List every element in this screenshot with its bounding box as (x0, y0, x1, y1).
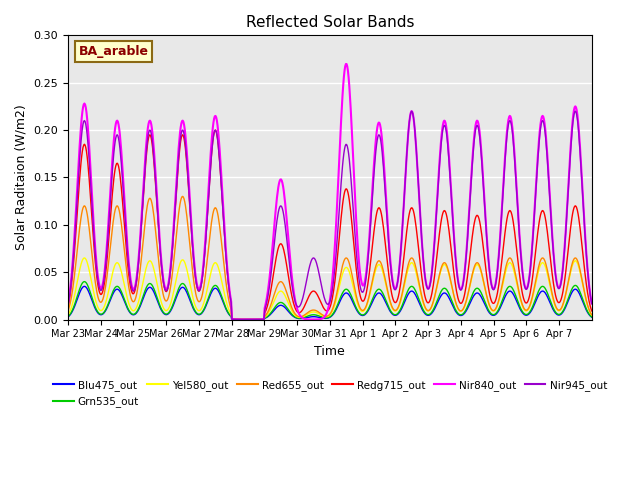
Nir945_out (588, 301, 596, 307)
Yel580_out (269, 301, 276, 307)
Redg715_out (125, 277, 133, 283)
Grn535_out (126, 309, 134, 315)
Y-axis label: Solar Raditaion (W/m2): Solar Raditaion (W/m2) (15, 105, 28, 250)
Yel580_out (385, 295, 393, 301)
Redg715_out (415, 243, 422, 249)
Grn535_out (249, 317, 257, 323)
Red655_out (245, 317, 253, 323)
Grn535_out (588, 314, 596, 320)
Line: Blu475_out: Blu475_out (68, 287, 592, 320)
Line: Red655_out: Red655_out (68, 196, 592, 320)
Redg715_out (249, 317, 257, 323)
Grn535_out (81, 279, 88, 285)
Yel580_out (249, 317, 257, 323)
Grn535_out (245, 317, 253, 323)
Red655_out (415, 276, 422, 282)
Blu475_out (81, 284, 88, 289)
Title: Reflected Solar Bands: Reflected Solar Bands (246, 15, 414, 30)
Red655_out (269, 296, 276, 302)
Blu475_out (385, 306, 393, 312)
Nir945_out (222, 250, 230, 256)
Grn535_out (269, 307, 276, 313)
Grn535_out (385, 305, 393, 311)
Blu475_out (588, 314, 596, 320)
Redg715_out (588, 308, 596, 314)
Redg715_out (385, 273, 393, 279)
Blu475_out (245, 317, 253, 323)
Nir945_out (572, 108, 579, 114)
Line: Nir840_out: Nir840_out (68, 64, 592, 320)
Red655_out (125, 288, 133, 294)
Nir945_out (244, 317, 252, 323)
Line: Grn535_out: Grn535_out (68, 282, 592, 320)
Nir840_out (342, 61, 349, 67)
Nir840_out (588, 300, 596, 306)
Red655_out (385, 294, 393, 300)
Nir840_out (222, 245, 230, 251)
Redg715_out (269, 275, 276, 281)
Yel580_out (588, 312, 596, 318)
Red655_out (223, 283, 230, 288)
Nir945_out (64, 301, 72, 307)
Yel580_out (223, 300, 230, 305)
Redg715_out (223, 259, 230, 265)
Yel580_out (64, 312, 72, 318)
Line: Redg715_out: Redg715_out (68, 130, 592, 320)
Nir840_out (415, 180, 422, 185)
Grn535_out (64, 314, 72, 320)
Nir840_out (244, 317, 252, 323)
Redg715_out (212, 127, 220, 133)
Red655_out (179, 193, 187, 199)
X-axis label: Time: Time (314, 345, 345, 358)
Yel580_out (415, 279, 422, 285)
Blu475_out (269, 309, 276, 314)
Text: BA_arable: BA_arable (79, 45, 148, 58)
Nir840_out (125, 267, 133, 273)
Redg715_out (245, 317, 253, 323)
Line: Yel580_out: Yel580_out (68, 258, 592, 320)
Nir840_out (248, 317, 256, 323)
Grn535_out (415, 295, 422, 300)
Nir945_out (268, 261, 276, 267)
Grn535_out (223, 306, 230, 312)
Nir840_out (385, 240, 393, 245)
Yel580_out (245, 317, 253, 323)
Line: Nir945_out: Nir945_out (68, 111, 592, 320)
Blu475_out (223, 307, 230, 313)
Blu475_out (64, 314, 72, 320)
Blu475_out (249, 317, 257, 323)
Blu475_out (415, 298, 422, 304)
Red655_out (588, 312, 596, 318)
Blu475_out (126, 310, 134, 316)
Nir945_out (248, 317, 256, 323)
Nir945_out (125, 271, 133, 276)
Nir945_out (385, 235, 392, 241)
Red655_out (64, 308, 72, 314)
Yel580_out (81, 255, 88, 261)
Nir840_out (268, 248, 276, 253)
Red655_out (249, 317, 257, 323)
Yel580_out (126, 304, 134, 310)
Redg715_out (64, 303, 72, 309)
Nir945_out (413, 168, 421, 173)
Legend: Blu475_out, Grn535_out, Yel580_out, Red655_out, Redg715_out, Nir840_out, Nir945_: Blu475_out, Grn535_out, Yel580_out, Red6… (49, 376, 611, 411)
Nir840_out (64, 300, 72, 306)
